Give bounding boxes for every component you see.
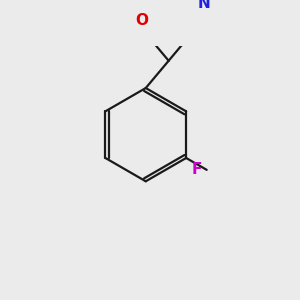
Text: N: N (198, 0, 211, 11)
Text: F: F (191, 162, 202, 177)
Text: O: O (135, 13, 148, 28)
